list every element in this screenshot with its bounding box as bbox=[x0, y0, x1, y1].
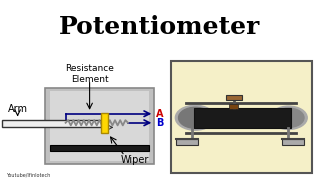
Bar bbox=[45, 88, 154, 164]
Circle shape bbox=[270, 106, 307, 129]
Text: Youtube/Ifinlotech: Youtube/Ifinlotech bbox=[6, 173, 50, 178]
Text: Arm: Arm bbox=[8, 104, 28, 114]
Text: Wiper: Wiper bbox=[120, 155, 148, 165]
Text: B: B bbox=[156, 118, 164, 128]
Bar bbox=[194, 108, 291, 128]
Circle shape bbox=[273, 108, 304, 127]
Bar bbox=[50, 145, 149, 151]
Bar bbox=[2, 120, 101, 127]
Bar bbox=[50, 91, 149, 161]
Bar bbox=[282, 139, 304, 145]
Circle shape bbox=[179, 107, 212, 128]
Bar bbox=[226, 95, 242, 100]
Bar bbox=[229, 104, 238, 109]
Circle shape bbox=[175, 105, 215, 130]
Text: A: A bbox=[156, 109, 164, 119]
Bar bbox=[171, 60, 312, 173]
Text: Potentiometer: Potentiometer bbox=[60, 15, 260, 39]
Bar bbox=[101, 113, 108, 133]
Bar bbox=[176, 139, 198, 145]
Text: Resistance
Element: Resistance Element bbox=[65, 64, 114, 84]
